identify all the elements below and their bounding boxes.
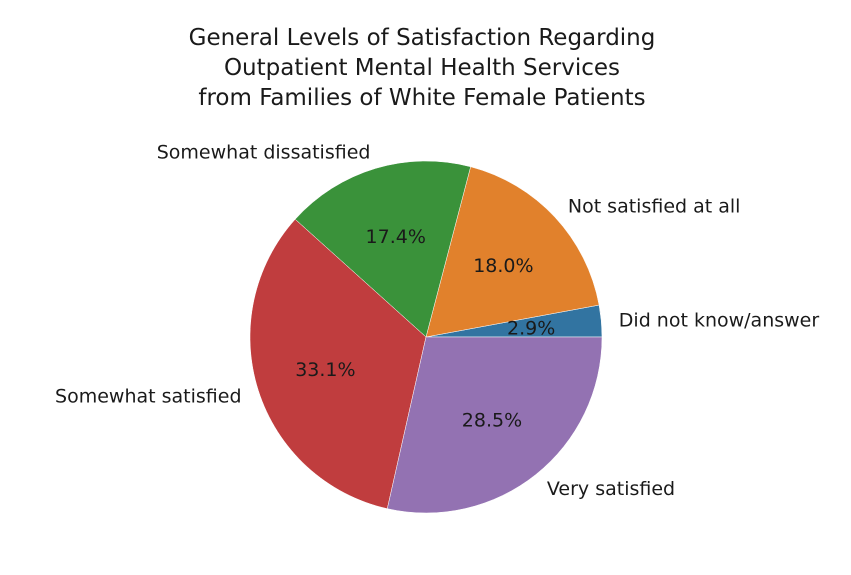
pie-slice: [387, 336, 603, 514]
slice-labels: Did not know/answer Not satisfied at all S…: [55, 142, 819, 501]
percent-label: 18.0%: [473, 255, 533, 277]
pie-slice: [425, 166, 600, 338]
percent-label: 2.9%: [507, 317, 555, 339]
title-line: from Families of White Female Patients: [198, 85, 645, 111]
slice-label: Did not know/answer: [619, 309, 820, 331]
slice-label: Not satisfied at all: [568, 195, 741, 217]
percent-label: 33.1%: [295, 359, 355, 381]
pie-slice: [249, 218, 427, 509]
slice-label: Somewhat dissatisfied: [157, 142, 371, 164]
title-line: Outpatient Mental Health Services: [224, 55, 620, 81]
percent-labels: 2.9% 18.0% 17.4% 33.1% 28.5%: [295, 226, 555, 432]
percent-label: 28.5%: [462, 409, 522, 431]
title-line: General Levels of Satisfaction Regarding: [189, 25, 656, 51]
percent-label: 17.4%: [366, 226, 426, 248]
chart-title: General Levels of Satisfaction Regarding…: [189, 25, 656, 111]
pie-slices: [249, 160, 603, 514]
slice-label: Somewhat satisfied: [55, 386, 241, 408]
pie-slice: [294, 160, 471, 338]
slice-label: Very satisfied: [547, 478, 675, 500]
